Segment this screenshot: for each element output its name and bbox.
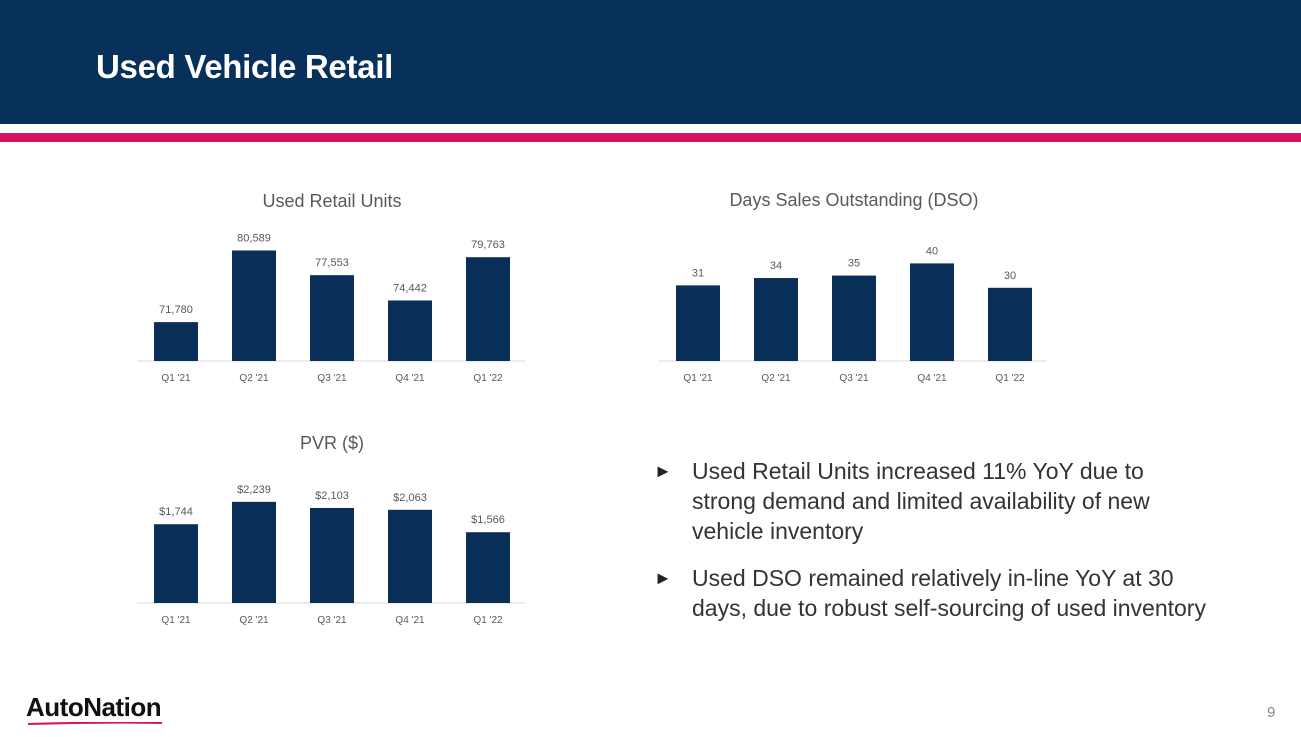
chart-plot: 71,780 Q1 '21 80,589 Q2 '21 77,553 Q3 '21 74,4… [137,232,525,384]
chart-plot: $1,744 Q1 '21 $2,239 Q2 '21 $2,103 Q3 '21 $2,0… [137,484,525,626]
chart-title: Days Sales Outstanding (DSO) [729,190,979,210]
page-number: 9 [1267,704,1276,721]
data-label: 34 [770,260,782,272]
summary-bullets: ► Used Retail Units increased 11% YoY du… [652,456,1212,640]
x-tick-label: Q1 '21 [161,615,191,626]
bullet-text: Used Retail Units increased 11% YoY due … [692,458,1150,544]
bar [466,532,510,603]
data-label: 30 [1004,270,1016,282]
bar [232,501,276,603]
bar [988,287,1032,361]
used-retail-units-chart: Used Retail Units 71,780 Q1 '21 80,589 Q2 '… [137,188,527,398]
x-tick-label: Q2 '21 [761,373,791,384]
x-tick-label: Q3 '21 [839,373,869,384]
data-label: 79,763 [471,239,505,251]
bar [154,322,198,361]
bar [310,275,354,361]
bullet-arrow-icon: ► [654,461,672,481]
bullet-item: ► Used DSO remained relatively in-line Y… [652,563,1212,623]
bar [832,275,876,361]
bullet-item: ► Used Retail Units increased 11% YoY du… [652,456,1212,546]
x-tick-label: Q1 '22 [473,373,503,384]
x-tick-label: Q4 '21 [395,615,425,626]
data-label: $1,566 [471,514,505,526]
pvr-chart: PVR ($) $1,744 Q1 '21 $2,239 Q2 '21 $2,103 Q3… [137,430,527,640]
data-label: 71,780 [159,304,193,316]
x-tick-label: Q3 '21 [317,615,347,626]
page-title: Used Vehicle Retail [96,48,393,85]
data-label: 40 [926,245,938,257]
x-tick-label: Q1 '22 [473,615,503,626]
data-label: 31 [692,267,704,279]
data-label: $2,063 [393,492,427,504]
bar [154,524,198,603]
x-tick-label: Q4 '21 [917,373,947,384]
data-label: 74,442 [393,282,427,294]
bar [676,285,720,361]
header-bar: Used Vehicle Retail [0,0,1301,124]
bar [466,257,510,361]
x-tick-label: Q3 '21 [317,373,347,384]
bullet-text: Used DSO remained relatively in-line YoY… [692,565,1206,621]
x-tick-label: Q2 '21 [239,615,269,626]
chart-title: PVR ($) [299,433,364,453]
bar [232,250,276,361]
bar [754,278,798,361]
bar [388,509,432,603]
bar [388,300,432,361]
chart-title: Used Retail Units [262,191,402,211]
x-tick-label: Q1 '22 [995,373,1025,384]
logo-swoosh-icon [27,722,163,725]
x-tick-label: Q2 '21 [239,373,269,384]
x-tick-label: Q4 '21 [395,373,425,384]
data-label: $1,744 [159,506,193,518]
logo-text: AutoNation [26,692,162,722]
bullet-arrow-icon: ► [654,568,672,588]
bar [910,263,954,361]
x-tick-label: Q1 '21 [161,373,191,384]
data-label: 35 [848,258,860,270]
data-label: 80,589 [237,232,271,244]
accent-divider [0,133,1301,142]
dso-chart: Days Sales Outstanding (DSO) 31 Q1 '21 34 Q… [659,188,1049,398]
bar [310,507,354,603]
data-label: 77,553 [315,257,349,269]
chart-plot: 31 Q1 '21 34 Q2 '21 35 Q3 '21 40 Q4 '21 30 Q1 '22 [659,245,1047,384]
autonation-logo: AutoNation [26,692,163,725]
x-tick-label: Q1 '21 [683,373,713,384]
data-label: $2,239 [237,484,271,496]
data-label: $2,103 [315,490,349,502]
